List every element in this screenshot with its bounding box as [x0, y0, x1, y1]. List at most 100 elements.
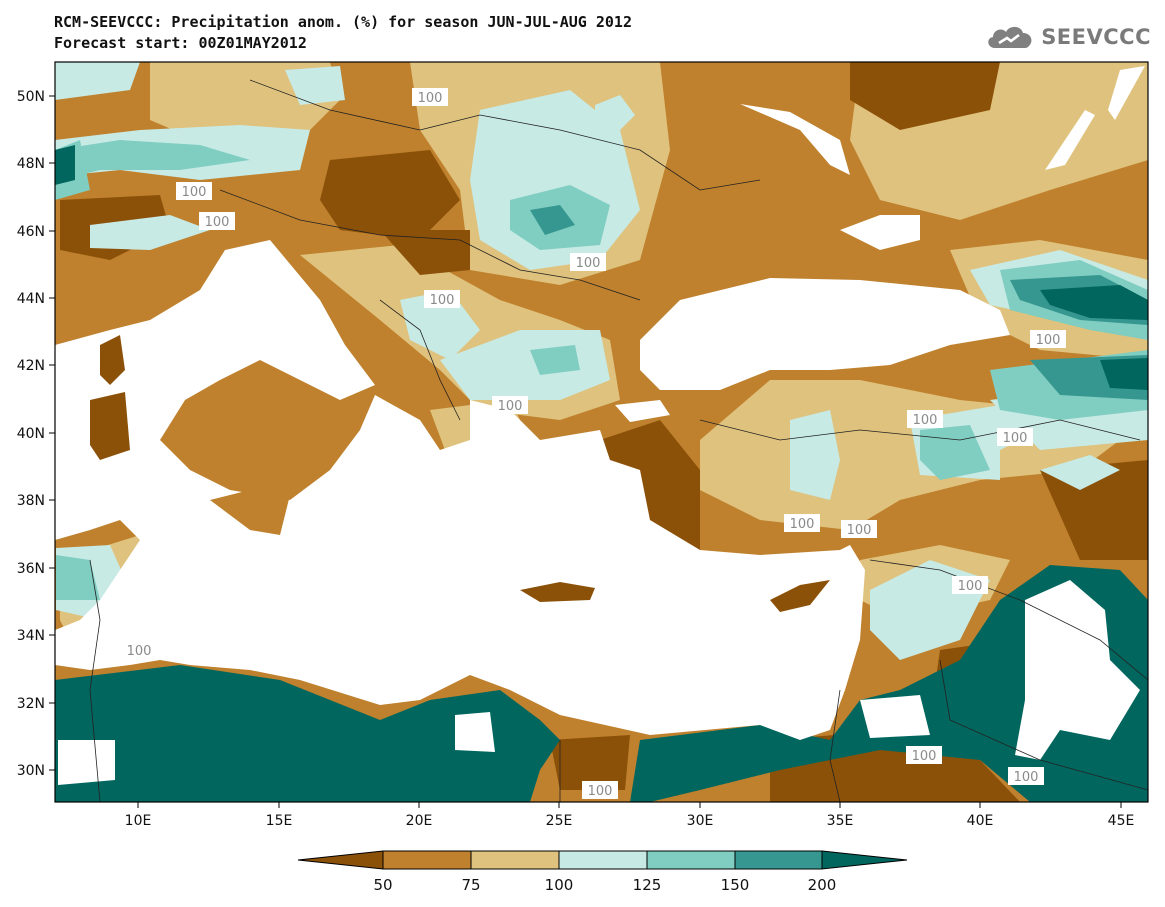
border-line-algeria — [89, 559, 101, 802]
lat-tick-label: 40N — [17, 426, 45, 442]
dnieper-reservoir — [740, 104, 850, 175]
region-missing-libya — [455, 712, 495, 752]
colorbar-arrow-low — [297, 850, 384, 870]
region-north-africa-gt200 — [55, 665, 560, 802]
lat-tick-label: 34N — [17, 628, 45, 644]
region-central-anatolia-100-125 — [790, 410, 840, 500]
chart-subtitle: Forecast start: 00Z01MAY2012 — [54, 34, 307, 52]
colorbar-label: 50 — [373, 876, 392, 894]
lat-tick-label: 44N — [17, 291, 45, 307]
colorbar-box-75-100 — [470, 850, 560, 870]
lon-tick-label: 35E — [827, 813, 854, 829]
region-hungary-lt50 — [320, 150, 460, 240]
region-romania-150-200 — [530, 205, 575, 235]
contour-label-bg — [424, 290, 460, 308]
region-algeria-125-150 — [56, 555, 100, 600]
lat-tick-label: 50N — [17, 89, 45, 105]
contour-label-100: 100 — [127, 644, 152, 659]
contour-label-100: 100 — [576, 256, 601, 271]
colorbar-label: 100 — [545, 876, 574, 894]
contour-label-bg — [412, 88, 448, 106]
border-line-north — [249, 79, 761, 191]
lat-tick-label: 38N — [17, 493, 45, 509]
map-frame — [54, 61, 1149, 803]
contour-label-100: 100 — [1014, 770, 1039, 785]
region-libya-lt50 — [550, 735, 630, 790]
region-bulgaria-125-150 — [530, 345, 580, 375]
region-missing-sinai — [860, 695, 930, 738]
contour-label-100: 100 — [912, 749, 937, 764]
contour-label-100: 100 — [847, 523, 872, 538]
region-northwest-100-125 — [55, 62, 140, 100]
contour-label-bg — [176, 182, 212, 200]
colorbar-box-50-75 — [382, 850, 472, 870]
colorbar-label: 75 — [461, 876, 480, 894]
colorbar-label: 125 — [633, 876, 662, 894]
lon-tick-label: 10E — [125, 813, 152, 829]
colorbar-box-100-125 — [558, 850, 648, 870]
border-line-balkan — [379, 299, 461, 421]
colorbar-arrow-high — [821, 850, 908, 870]
region-caucasus-gt200 — [1040, 285, 1148, 320]
contour-label-100: 100 — [498, 399, 523, 414]
border-line-syria — [869, 559, 1148, 681]
lat-tick-label: 32N — [17, 696, 45, 712]
colorbar-box-125-150 — [646, 850, 736, 870]
lat-tick-label: 30N — [17, 763, 45, 779]
border-line-turkey — [699, 419, 1141, 441]
contour-label-100: 100 — [1003, 431, 1028, 446]
border-line-israel — [829, 689, 841, 802]
contour-label-bg — [841, 520, 877, 538]
region-anatolia-125-150 — [920, 425, 990, 480]
contour-label-bg — [907, 410, 943, 428]
contour-label-100: 100 — [205, 215, 230, 230]
contour-label-100: 100 — [790, 517, 815, 532]
contour-label-bg — [906, 746, 942, 764]
region-pannonian-lt50 — [380, 230, 470, 275]
border-line-jordan — [939, 659, 1148, 791]
colorbar-label: 200 — [808, 876, 837, 894]
chart-title: RCM-SEEVCCC: Precipitation anom. (%) for… — [54, 13, 632, 31]
region-northeast-lt50 — [850, 62, 1000, 130]
region-alps-125-150 — [55, 140, 250, 180]
contour-label-100: 100 — [430, 293, 455, 308]
colorbar-label: 150 — [721, 876, 750, 894]
region-missing-sahara — [58, 740, 115, 785]
region-caspian-gt200 — [1100, 358, 1148, 390]
black-sea — [640, 278, 1010, 390]
mediterranean-sea — [55, 240, 865, 740]
contour-label-bg — [492, 396, 528, 414]
contour-labels: 100 100 100 100 100 100 100 100 100 100 … — [121, 88, 1066, 799]
region-east-turkey-lt50 — [1040, 460, 1148, 560]
colorbar-box-150-200 — [734, 850, 823, 870]
volga-reservoir — [1108, 66, 1145, 120]
contour-label-bg — [952, 576, 988, 594]
contour-label-bg — [1008, 767, 1044, 785]
region-missing-arabia — [1015, 580, 1140, 760]
cyprus — [770, 580, 830, 612]
region-romania-north-100-125 — [595, 95, 635, 135]
seevccc-logo: SEEVCCC — [985, 22, 1151, 52]
lon-tick-label: 40E — [967, 813, 994, 829]
contour-label-bg — [1030, 330, 1066, 348]
lat-tick-label: 42N — [17, 358, 45, 374]
sea-of-azov — [840, 215, 920, 250]
lat-tick-label: 48N — [17, 156, 45, 172]
logo-text: SEEVCCC — [1041, 25, 1151, 49]
lat-tick-label: 46N — [17, 224, 45, 240]
lon-tick-label: 15E — [266, 813, 293, 829]
don-reservoir — [1045, 110, 1095, 170]
contour-label-100: 100 — [418, 91, 443, 106]
lon-tick-label: 45E — [1108, 813, 1135, 829]
lat-axis: 50N 48N 46N 44N 42N 40N 38N 36N 34N 32N … — [17, 89, 55, 779]
sicily — [210, 490, 290, 535]
contour-label-bg — [570, 253, 606, 271]
contour-label-bg — [121, 641, 157, 659]
cloud-icon — [988, 26, 1032, 48]
lat-tick-label: 36N — [17, 561, 45, 577]
region-germany-100-125 — [285, 66, 345, 105]
lon-tick-label: 30E — [687, 813, 714, 829]
contour-label-100: 100 — [1036, 333, 1061, 348]
region-eastern-turkey-100-125 — [1040, 455, 1120, 490]
